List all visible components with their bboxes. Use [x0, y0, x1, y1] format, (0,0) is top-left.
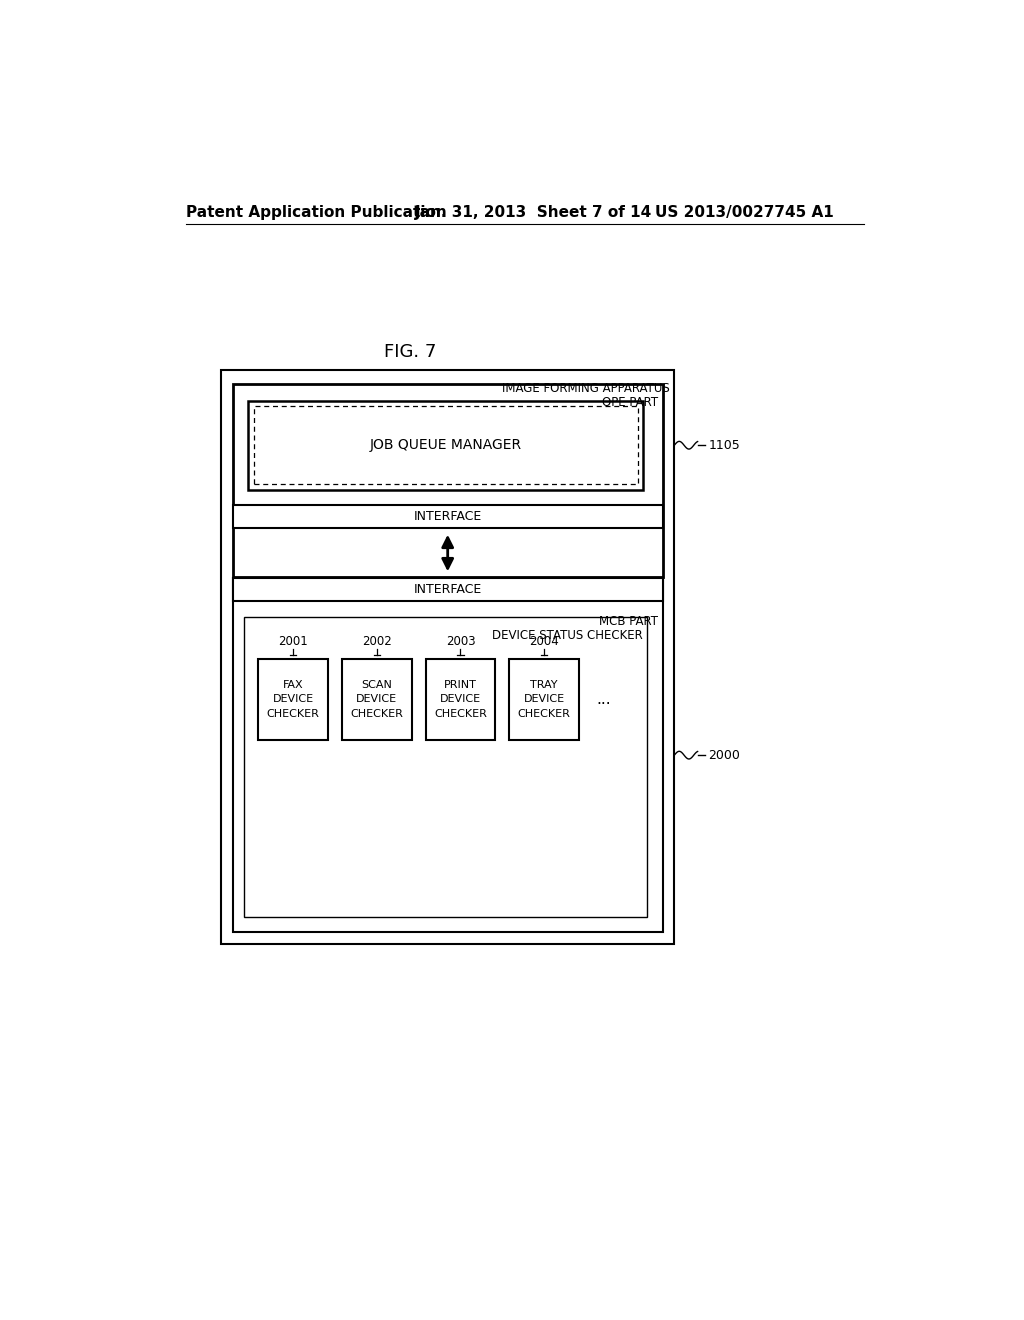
Bar — [232, 578, 663, 601]
Text: DEVICE STATUS CHECKER: DEVICE STATUS CHECKER — [492, 628, 643, 642]
Text: FAX
DEVICE
CHECKER: FAX DEVICE CHECKER — [266, 680, 319, 719]
Bar — [221, 370, 675, 944]
Text: FIG. 7: FIG. 7 — [384, 343, 436, 362]
Bar — [248, 401, 643, 490]
Text: Patent Application Publication: Patent Application Publication — [186, 205, 446, 219]
Text: 2000: 2000 — [709, 748, 740, 762]
Bar — [342, 659, 412, 739]
Text: Jan. 31, 2013  Sheet 7 of 14: Jan. 31, 2013 Sheet 7 of 14 — [415, 205, 652, 219]
Text: 2001: 2001 — [279, 635, 308, 648]
Bar — [245, 616, 647, 917]
Text: 2002: 2002 — [361, 635, 391, 648]
Text: PRINT
DEVICE
CHECKER: PRINT DEVICE CHECKER — [434, 680, 487, 719]
Text: OPE PART: OPE PART — [602, 396, 658, 409]
Text: 2003: 2003 — [445, 635, 475, 648]
Text: INTERFACE: INTERFACE — [414, 510, 482, 523]
Text: SCAN
DEVICE
CHECKER: SCAN DEVICE CHECKER — [350, 680, 403, 719]
Text: 1105: 1105 — [709, 438, 740, 451]
Bar — [232, 504, 663, 528]
Text: ...: ... — [596, 692, 610, 706]
Bar — [232, 384, 663, 577]
Text: IMAGE FORMING APPARATUS: IMAGE FORMING APPARATUS — [502, 383, 670, 396]
Text: JOB QUEUE MANAGER: JOB QUEUE MANAGER — [370, 438, 522, 453]
Text: 2004: 2004 — [529, 635, 559, 648]
Bar — [258, 659, 328, 739]
Text: MCB PART: MCB PART — [599, 615, 658, 628]
Bar — [254, 407, 638, 484]
Bar — [426, 659, 496, 739]
Text: INTERFACE: INTERFACE — [414, 583, 482, 597]
Bar — [232, 578, 663, 932]
Text: TRAY
DEVICE
CHECKER: TRAY DEVICE CHECKER — [518, 680, 570, 719]
Bar — [509, 659, 579, 739]
Text: US 2013/0027745 A1: US 2013/0027745 A1 — [655, 205, 834, 219]
